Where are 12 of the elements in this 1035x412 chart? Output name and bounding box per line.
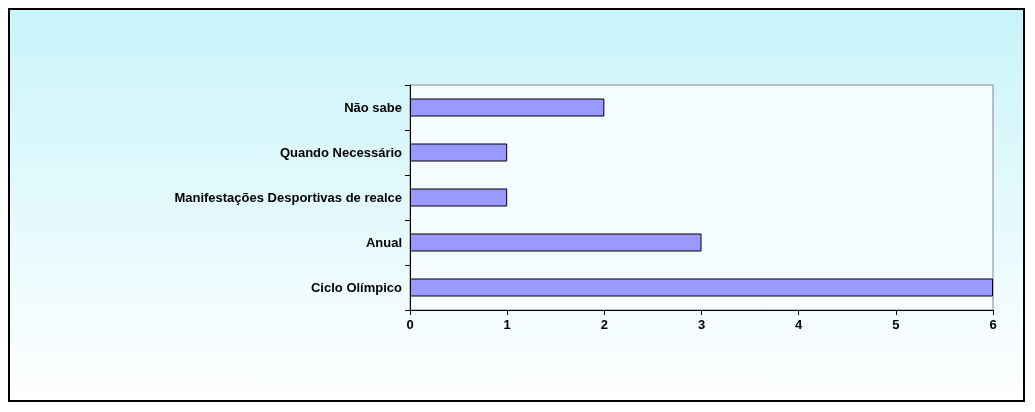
x-tick-label: 6 [989,317,997,332]
x-tick-label: 4 [795,317,804,332]
y-tick-label: Anual [365,235,402,250]
y-tick-label: Quando Necessário [279,145,403,160]
y-tick-label: Manifestações Desportivas de realce [174,190,402,205]
x-tick-label: 5 [892,317,900,332]
y-tick-label: Ciclo Olímpico [310,280,403,295]
x-tick-label: 3 [697,317,706,332]
y-tick-label: Não sabe [344,100,402,115]
x-tick-label: 1 [503,317,511,332]
x-tick-label: 0 [406,317,414,332]
x-tick-label: 2 [600,317,608,332]
